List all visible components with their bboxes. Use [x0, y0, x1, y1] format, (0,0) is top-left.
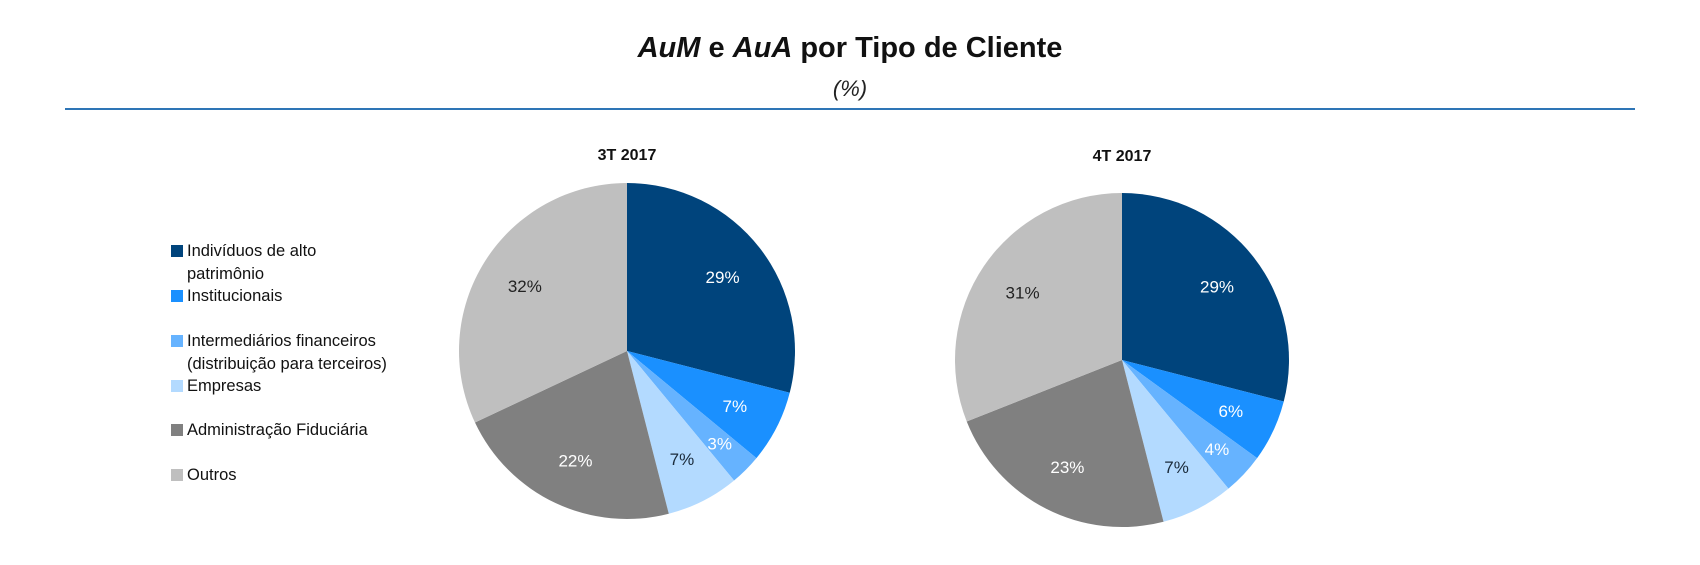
legend-label: Intermediários financeiros (distribuição… — [187, 332, 387, 373]
pie-slice — [458, 183, 627, 423]
legend-label: Institucionais — [187, 287, 283, 305]
pie-slice — [627, 351, 790, 459]
legend-swatch — [171, 380, 183, 392]
slice-label: 32% — [508, 277, 542, 296]
pie-slice — [1122, 193, 1290, 402]
slice-label: 23% — [1050, 458, 1084, 477]
chart-title: AuM e AuA por Tipo de Cliente — [0, 32, 1700, 65]
pie-slice — [627, 351, 757, 481]
legend-item-institucionais: Institucionais — [171, 285, 427, 308]
legend-item-empresas: Empresas — [171, 375, 427, 398]
legend-item-adm-fiduciaria: Administração Fiduciária — [171, 419, 427, 442]
slice-label: 22% — [558, 451, 592, 470]
pie-slice — [474, 351, 669, 519]
legend-swatch — [171, 245, 183, 257]
pie-slice — [1122, 360, 1229, 522]
legend-swatch — [171, 290, 183, 302]
pie-title-3t2017: 3T 2017 — [597, 147, 657, 164]
title-aua: AuA — [732, 32, 793, 64]
legend-swatch — [171, 335, 183, 347]
title-conj: e — [700, 32, 733, 64]
pie-slice — [1122, 360, 1258, 489]
slice-label: 31% — [1006, 283, 1040, 302]
pie-slice — [627, 351, 735, 514]
pie-slice — [966, 360, 1164, 528]
pie-title-4t2017: 4T 2017 — [1092, 148, 1152, 165]
pie-3t2017: 29% 7% 3% 7% 22% 32% — [458, 183, 795, 519]
legend-item-intermediarios: Intermediários financeiros (distribuição… — [171, 330, 427, 376]
legend-item-outros: Outros — [171, 464, 427, 487]
legend-label: Indivíduos de alto patrimônio — [187, 242, 317, 283]
slice-label: 29% — [1200, 277, 1234, 296]
legend-label: Empresas — [187, 377, 262, 395]
title-aum: AuM — [637, 32, 701, 64]
legend-label: Administração Fiduciária — [187, 421, 368, 439]
pie-slice — [627, 183, 795, 393]
slice-label: 29% — [706, 268, 740, 287]
legend-label: Outros — [187, 466, 237, 484]
slice-label: 6% — [1219, 402, 1244, 421]
slice-label: 7% — [722, 397, 747, 416]
pie-slice — [1122, 360, 1284, 459]
pie-slice — [955, 193, 1122, 422]
title-divider — [65, 108, 1635, 110]
slice-label: 3% — [707, 435, 732, 454]
legend-item-hnw: Indivíduos de alto patrimônio — [171, 240, 427, 286]
slice-label: 7% — [670, 450, 695, 469]
title-rest: por Tipo de Cliente — [792, 32, 1063, 64]
chart-subtitle: (%) — [832, 76, 868, 101]
pie-4t2017: 29% 6% 4% 7% 23% 31% — [955, 193, 1290, 528]
legend-swatch — [171, 424, 183, 436]
slice-label: 4% — [1205, 440, 1230, 459]
legend-swatch — [171, 469, 183, 481]
slice-label: 7% — [1164, 458, 1189, 477]
